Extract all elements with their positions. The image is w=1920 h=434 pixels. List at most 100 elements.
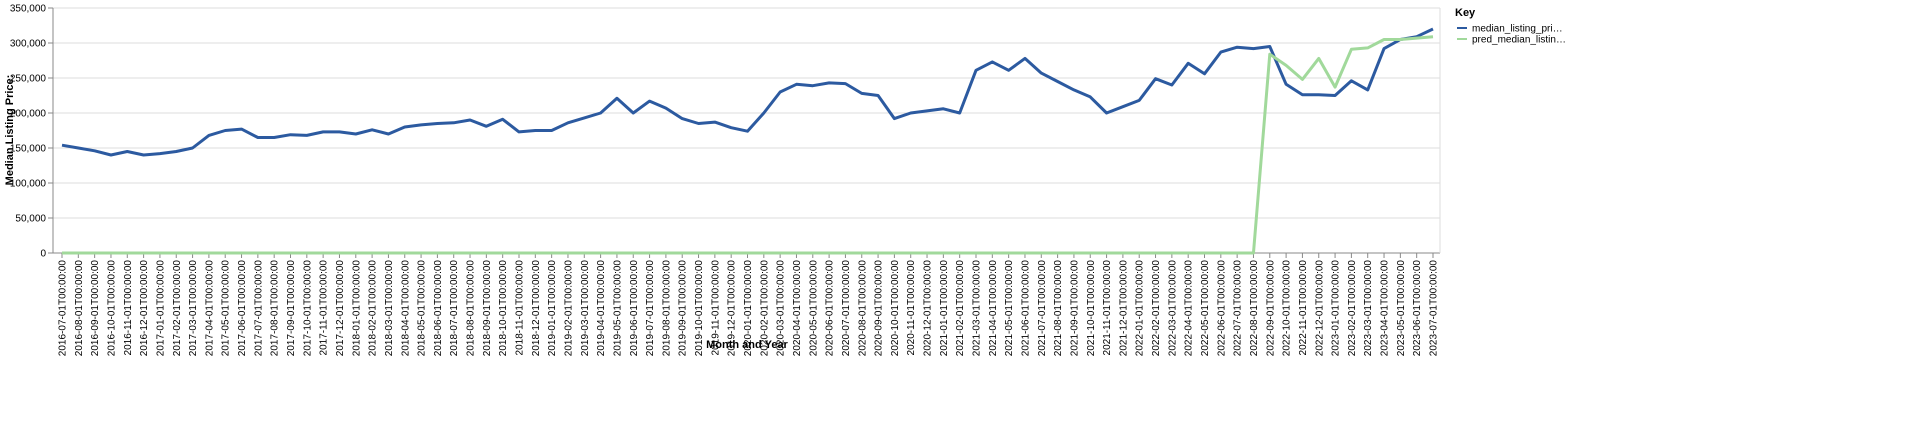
y-tick-label: 200,000 [10, 109, 47, 120]
x-tick-label: 2018-06-01T00:00:00 [433, 260, 444, 357]
x-tick-label: 2020-01-01T00:00:00 [743, 260, 754, 357]
x-tick-label: 2021-02-01T00:00:00 [955, 260, 966, 357]
x-tick-label: 2023-06-01T00:00:00 [1412, 260, 1423, 357]
x-tick-label: 2021-01-01T00:00:00 [939, 260, 950, 357]
y-tick-label: 150,000 [10, 144, 47, 155]
x-tick-label: 2017-12-01T00:00:00 [335, 260, 346, 357]
x-tick-label: 2016-12-01T00:00:00 [139, 260, 150, 357]
x-tick-label: 2023-02-01T00:00:00 [1347, 260, 1358, 357]
x-tick-label: 2021-09-01T00:00:00 [1069, 260, 1080, 357]
x-tick-label: 2021-03-01T00:00:00 [972, 260, 983, 357]
legend-label: pred_median_listin… [1472, 35, 1566, 46]
x-tick-label: 2023-04-01T00:00:00 [1380, 260, 1391, 357]
x-tick-label: 2022-01-01T00:00:00 [1135, 260, 1146, 357]
x-tick-label: 2017-10-01T00:00:00 [302, 260, 313, 357]
x-tick-label: 2020-02-01T00:00:00 [759, 260, 770, 357]
x-tick-label: 2017-05-01T00:00:00 [221, 260, 232, 357]
x-tick-label: 2018-12-01T00:00:00 [531, 260, 542, 357]
x-tick-label: 2020-11-01T00:00:00 [906, 260, 917, 356]
x-tick-label: 2022-11-01T00:00:00 [1298, 260, 1309, 356]
y-tick-label: 250,000 [10, 74, 47, 85]
x-tick-label: 2019-04-01T00:00:00 [596, 260, 607, 357]
x-tick-label: 2019-01-01T00:00:00 [547, 260, 558, 357]
x-tick-label: 2018-10-01T00:00:00 [498, 260, 509, 357]
x-tick-label: 2018-11-01T00:00:00 [515, 260, 526, 356]
x-tick-label: 2022-06-01T00:00:00 [1216, 260, 1227, 357]
x-tick-label: 2017-09-01T00:00:00 [286, 260, 297, 357]
legend-label: median_listing_pri… [1472, 24, 1563, 35]
x-tick-label: 2020-08-01T00:00:00 [857, 260, 868, 357]
x-tick-label: 2018-02-01T00:00:00 [368, 260, 379, 357]
x-tick-label: 2018-04-01T00:00:00 [400, 260, 411, 357]
x-tick-label: 2022-10-01T00:00:00 [1282, 260, 1293, 357]
x-tick-label: 2021-05-01T00:00:00 [1004, 260, 1015, 357]
x-tick-label: 2017-08-01T00:00:00 [270, 260, 281, 357]
x-tick-label: 2018-03-01T00:00:00 [384, 260, 395, 357]
x-tick-label: 2020-10-01T00:00:00 [890, 260, 901, 357]
x-tick-label: 2019-12-01T00:00:00 [727, 260, 738, 357]
x-tick-label: 2020-03-01T00:00:00 [776, 260, 787, 357]
x-tick-label: 2016-08-01T00:00:00 [74, 260, 85, 357]
x-tick-label: 2021-11-01T00:00:00 [1102, 260, 1113, 356]
legend-title: Key [1455, 7, 1476, 19]
y-tick-label: 0 [40, 249, 46, 260]
y-tick-label: 300,000 [10, 39, 47, 50]
x-tick-label: 2018-07-01T00:00:00 [449, 260, 460, 357]
x-tick-label: 2019-03-01T00:00:00 [580, 260, 591, 357]
y-tick-label: 350,000 [10, 4, 47, 15]
x-tick-label: 2022-07-01T00:00:00 [1233, 260, 1244, 357]
x-tick-label: 2021-10-01T00:00:00 [1086, 260, 1097, 357]
x-tick-label: 2020-07-01T00:00:00 [841, 260, 852, 357]
x-tick-label: 2019-05-01T00:00:00 [612, 260, 623, 357]
y-axis-title: Median Listing Price: [4, 75, 16, 186]
x-tick-label: 2023-05-01T00:00:00 [1396, 260, 1407, 357]
y-tick-label: 100,000 [10, 179, 47, 190]
x-tick-label: 2021-06-01T00:00:00 [1020, 260, 1031, 357]
series-line [62, 35, 1434, 255]
x-tick-label: 2020-04-01T00:00:00 [792, 260, 803, 357]
series-line [61, 27, 1434, 157]
x-tick-label: 2020-06-01T00:00:00 [825, 260, 836, 357]
x-tick-label: 2022-08-01T00:00:00 [1249, 260, 1260, 357]
x-tick-label: 2018-01-01T00:00:00 [351, 260, 362, 357]
x-tick-label: 2022-12-01T00:00:00 [1314, 260, 1325, 357]
x-tick-label: 2017-02-01T00:00:00 [172, 260, 183, 357]
x-tick-label: 2016-07-01T00:00:00 [58, 260, 69, 357]
x-tick-label: 2023-01-01T00:00:00 [1331, 260, 1342, 357]
x-tick-label: 2019-06-01T00:00:00 [629, 260, 640, 357]
x-tick-label: 2021-04-01T00:00:00 [988, 260, 999, 357]
x-tick-label: 2018-05-01T00:00:00 [417, 260, 428, 357]
x-tick-label: 2023-03-01T00:00:00 [1363, 260, 1374, 357]
x-tick-label: 2019-07-01T00:00:00 [645, 260, 656, 357]
x-tick-label: 2017-01-01T00:00:00 [155, 260, 166, 357]
x-tick-label: 2022-09-01T00:00:00 [1265, 260, 1276, 357]
x-tick-label: 2016-10-01T00:00:00 [106, 260, 117, 357]
x-tick-label: 2021-12-01T00:00:00 [1118, 260, 1129, 357]
x-tick-label: 2017-03-01T00:00:00 [188, 260, 199, 357]
x-tick-label: 2018-09-01T00:00:00 [482, 260, 493, 357]
x-tick-label: 2019-09-01T00:00:00 [678, 260, 689, 357]
x-tick-label: 2017-04-01T00:00:00 [204, 260, 215, 357]
x-tick-label: 2020-09-01T00:00:00 [874, 260, 885, 357]
x-tick-label: 2016-11-01T00:00:00 [123, 260, 134, 356]
x-tick-label: 2021-08-01T00:00:00 [1053, 260, 1064, 357]
x-tick-label: 2018-08-01T00:00:00 [466, 260, 477, 357]
x-tick-label: 2019-11-01T00:00:00 [710, 260, 721, 356]
x-tick-label: 2023-07-01T00:00:00 [1429, 260, 1440, 357]
x-tick-label: 2017-07-01T00:00:00 [253, 260, 264, 357]
x-tick-label: 2022-05-01T00:00:00 [1200, 260, 1211, 357]
x-tick-label: 2017-11-01T00:00:00 [319, 260, 330, 356]
x-tick-label: 2021-07-01T00:00:00 [1037, 260, 1048, 357]
x-tick-label: 2022-03-01T00:00:00 [1167, 260, 1178, 357]
x-tick-label: 2020-12-01T00:00:00 [923, 260, 934, 357]
x-tick-label: 2016-09-01T00:00:00 [90, 260, 101, 357]
x-tick-label: 2017-06-01T00:00:00 [237, 260, 248, 357]
x-axis-title: Month and Year [706, 339, 788, 351]
x-tick-label: 2022-04-01T00:00:00 [1184, 260, 1195, 357]
x-tick-label: 2019-02-01T00:00:00 [563, 260, 574, 357]
y-tick-label: 50,000 [15, 214, 46, 225]
x-tick-label: 2019-10-01T00:00:00 [694, 260, 705, 357]
x-tick-label: 2020-05-01T00:00:00 [808, 260, 819, 357]
x-tick-label: 2022-02-01T00:00:00 [1151, 260, 1162, 357]
